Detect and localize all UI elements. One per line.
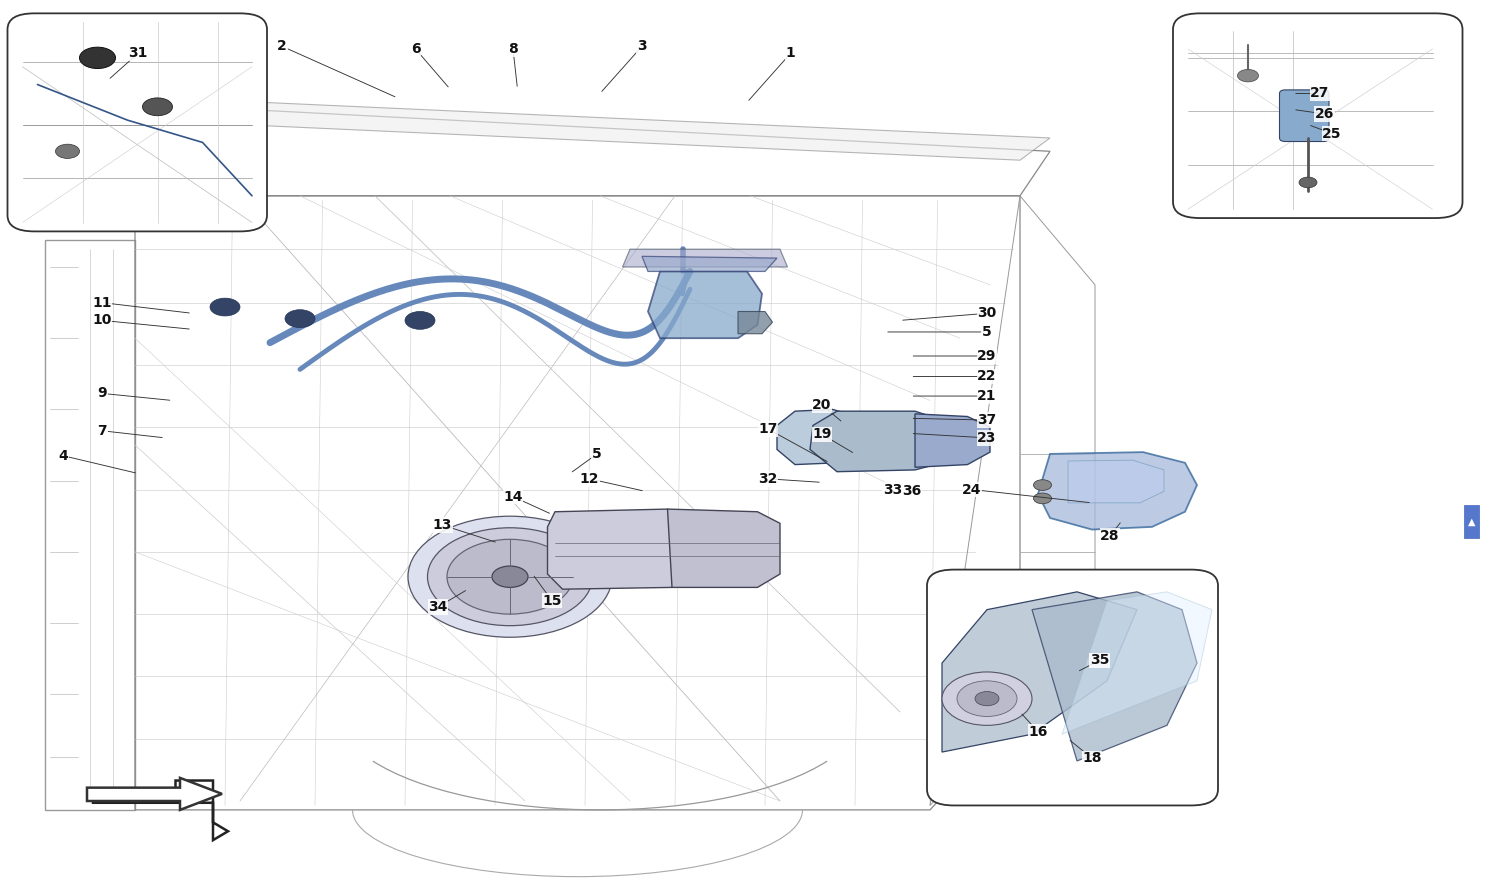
Polygon shape	[1068, 460, 1164, 503]
Text: 26: 26	[1316, 107, 1334, 121]
Text: 15: 15	[543, 594, 561, 608]
Circle shape	[142, 98, 172, 116]
Text: 29: 29	[978, 349, 996, 363]
Text: 20: 20	[813, 398, 831, 412]
Polygon shape	[942, 592, 1137, 752]
FancyBboxPatch shape	[1173, 13, 1462, 218]
Polygon shape	[87, 778, 222, 810]
Text: 9: 9	[98, 386, 106, 400]
Circle shape	[427, 528, 592, 626]
Polygon shape	[1032, 592, 1197, 761]
Text: 7: 7	[98, 424, 106, 438]
FancyBboxPatch shape	[927, 570, 1218, 805]
Text: 10: 10	[93, 313, 111, 328]
Polygon shape	[1038, 452, 1197, 530]
Text: 5: 5	[982, 325, 992, 339]
Polygon shape	[915, 414, 990, 467]
Text: 30: 30	[978, 306, 996, 320]
Text: 3: 3	[638, 39, 646, 53]
Circle shape	[1238, 69, 1258, 82]
Text: ▲: ▲	[1467, 516, 1474, 527]
Text: 36: 36	[903, 484, 921, 498]
Text: 23: 23	[978, 431, 996, 445]
Polygon shape	[622, 249, 788, 267]
Text: 8: 8	[509, 42, 518, 56]
Text: 17: 17	[759, 422, 777, 436]
Circle shape	[408, 516, 612, 637]
Circle shape	[285, 310, 315, 328]
Text: 32: 32	[759, 472, 777, 486]
Circle shape	[975, 692, 999, 706]
Text: 28: 28	[1100, 529, 1119, 543]
Text: 34: 34	[429, 600, 447, 614]
Circle shape	[957, 681, 1017, 716]
Text: 2: 2	[278, 39, 286, 53]
Text: 16: 16	[1029, 724, 1047, 739]
Polygon shape	[777, 409, 870, 465]
Polygon shape	[642, 256, 777, 271]
Text: 14: 14	[503, 490, 522, 504]
Polygon shape	[93, 781, 228, 840]
FancyBboxPatch shape	[1280, 90, 1329, 142]
Circle shape	[1034, 480, 1052, 490]
Circle shape	[1034, 493, 1052, 504]
Text: 4: 4	[58, 449, 68, 463]
FancyBboxPatch shape	[8, 13, 267, 231]
Circle shape	[492, 566, 528, 587]
Text: 19: 19	[813, 427, 831, 441]
Polygon shape	[240, 102, 1050, 160]
Text: 25: 25	[1323, 126, 1341, 141]
Text: 1: 1	[786, 46, 795, 61]
Text: 18: 18	[1083, 751, 1101, 765]
Text: 24: 24	[963, 482, 981, 497]
Text: 13: 13	[433, 518, 451, 532]
Text: 33: 33	[884, 482, 902, 497]
Polygon shape	[648, 271, 762, 338]
Circle shape	[56, 144, 80, 158]
Circle shape	[80, 47, 116, 69]
Circle shape	[942, 672, 1032, 725]
Circle shape	[210, 298, 240, 316]
Text: 11: 11	[93, 295, 112, 310]
Polygon shape	[1464, 505, 1479, 538]
Text: 21: 21	[978, 389, 996, 403]
Text: 37: 37	[978, 413, 996, 427]
Text: 31: 31	[129, 46, 147, 61]
Polygon shape	[1062, 592, 1212, 734]
Polygon shape	[548, 509, 693, 589]
Circle shape	[447, 539, 573, 614]
Text: 6: 6	[411, 42, 420, 56]
Text: 27: 27	[1311, 86, 1329, 101]
Polygon shape	[738, 312, 772, 334]
Circle shape	[405, 312, 435, 329]
Polygon shape	[810, 411, 952, 472]
Text: 5: 5	[592, 447, 602, 461]
Polygon shape	[668, 509, 780, 587]
Circle shape	[1299, 177, 1317, 188]
Text: 35: 35	[1090, 653, 1108, 668]
Text: 22: 22	[978, 369, 996, 384]
Text: 12: 12	[579, 472, 598, 486]
